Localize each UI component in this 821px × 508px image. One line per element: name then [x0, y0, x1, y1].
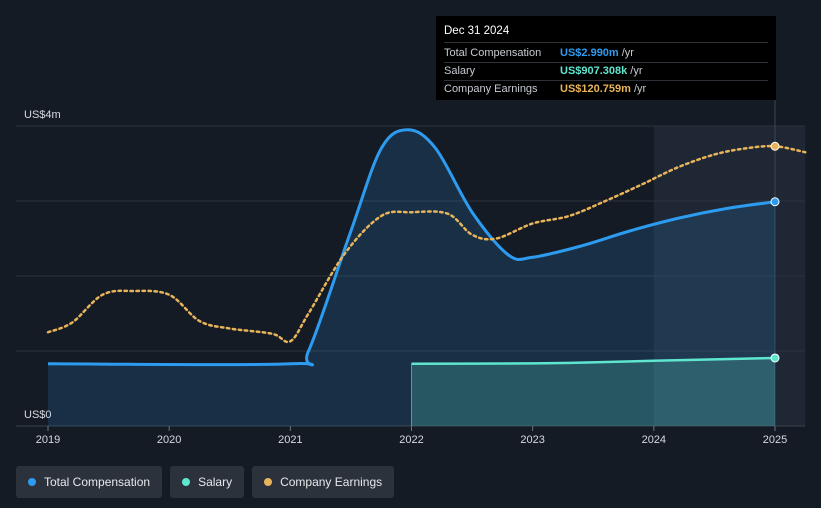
- marker-salary: [770, 353, 780, 363]
- x-tick-label: 2020: [157, 434, 181, 446]
- x-tick-label: 2023: [520, 434, 544, 446]
- legend-dot-icon: [264, 478, 273, 486]
- line-total-compensation: [47, 128, 776, 367]
- legend-label: Salary: [198, 475, 233, 489]
- series-areas: [48, 129, 775, 426]
- area-salary: [411, 357, 775, 426]
- line-company-earnings: [46, 144, 807, 344]
- x-tick-label: 2021: [278, 434, 302, 446]
- tooltip: Dec 31 2024 Total Compensation US$2.990m…: [436, 16, 776, 100]
- area-total-compensation: [48, 129, 775, 426]
- tooltip-row-company-earnings: Company Earnings US$120.759m /yr: [444, 81, 768, 98]
- tooltip-row-salary: Salary US$907.308k /yr: [444, 63, 768, 81]
- end-markers: [770, 141, 780, 363]
- legend-label: Company Earnings: [280, 475, 383, 489]
- tooltip-unit: /yr: [621, 47, 634, 59]
- tooltip-value: US$907.308k: [560, 65, 628, 77]
- x-axis: 2019 2020 2021 2022 2023 2024 2025: [36, 426, 787, 446]
- legend-dot-icon: [28, 478, 36, 486]
- y-axis: US$0 US$4m: [24, 109, 61, 421]
- x-tick-label: 2019: [36, 434, 60, 446]
- marker-company-earnings: [770, 141, 780, 151]
- tooltip-label: Salary: [444, 65, 476, 77]
- tooltip-unit: /yr: [633, 83, 647, 95]
- marker-total-compensation: [770, 197, 780, 207]
- series-lines: [46, 128, 807, 367]
- legend-label: Total Compensation: [44, 475, 151, 489]
- legend-item-salary[interactable]: Salary: [170, 466, 245, 498]
- x-tick-label: 2022: [399, 434, 423, 446]
- legend-item-company-earnings[interactable]: Company Earnings: [252, 466, 395, 498]
- line-salary: [411, 356, 776, 365]
- tooltip-value: US$120.759m: [560, 83, 631, 95]
- y-tick-label: US$0: [24, 409, 52, 421]
- tooltip-unit: /yr: [630, 65, 643, 77]
- legend: Total Compensation Salary Company Earnin…: [16, 466, 395, 498]
- legend-item-total-compensation[interactable]: Total Compensation: [16, 466, 163, 498]
- tooltip-value: US$2.990m: [560, 47, 619, 59]
- tooltip-date: Dec 31 2024: [444, 24, 768, 43]
- x-tick-label: 2025: [763, 434, 787, 446]
- tooltip-label: Company Earnings: [444, 83, 538, 95]
- x-tick-label: 2024: [642, 434, 666, 446]
- legend-dot-icon: [182, 478, 191, 486]
- compensation-chart: 2019 2020 2021 2022 2023 2024 2025 US$0 US$4m: [16, 100, 807, 446]
- tooltip-row-total-compensation: Total Compensation US$2.990m /yr: [444, 45, 768, 63]
- tooltip-label: Total Compensation: [444, 47, 542, 59]
- grid-lines: [16, 100, 806, 427]
- y-tick-label: US$4m: [24, 109, 61, 121]
